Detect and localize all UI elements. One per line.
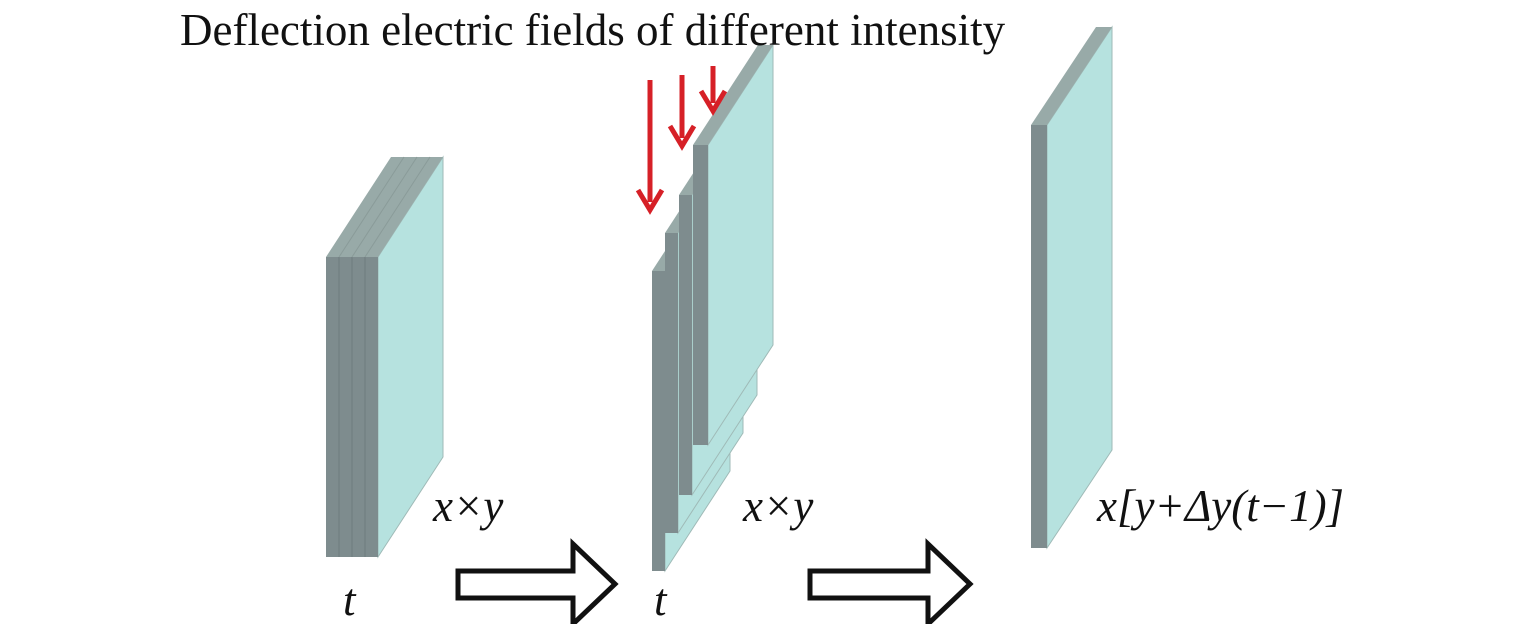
input-data-cube	[326, 155, 444, 559]
red-down-arrow-icon	[667, 75, 697, 151]
frame3-top	[1031, 27, 1112, 125]
output-frame	[1031, 25, 1113, 550]
cube1-face-label: x×y	[433, 481, 504, 531]
cube1-depth-label: t	[343, 575, 356, 625]
deflection-field-arrows	[635, 66, 728, 215]
red-down-arrow-icon	[635, 80, 665, 215]
frame3-face-label: x[y+Δy(t−1)]	[1097, 481, 1345, 531]
red-down-arrow-icon	[698, 66, 728, 116]
hollow-right-arrow-icon	[807, 538, 974, 624]
diagram-title: Deflection electric fields of different …	[180, 5, 1006, 55]
stack2-face-label: x×y	[743, 481, 814, 531]
stack2-depth-label: t	[654, 575, 667, 625]
hollow-right-arrow-icon	[455, 538, 619, 624]
deflected-data-stack	[652, 43, 774, 573]
frame3-side	[1031, 125, 1047, 548]
